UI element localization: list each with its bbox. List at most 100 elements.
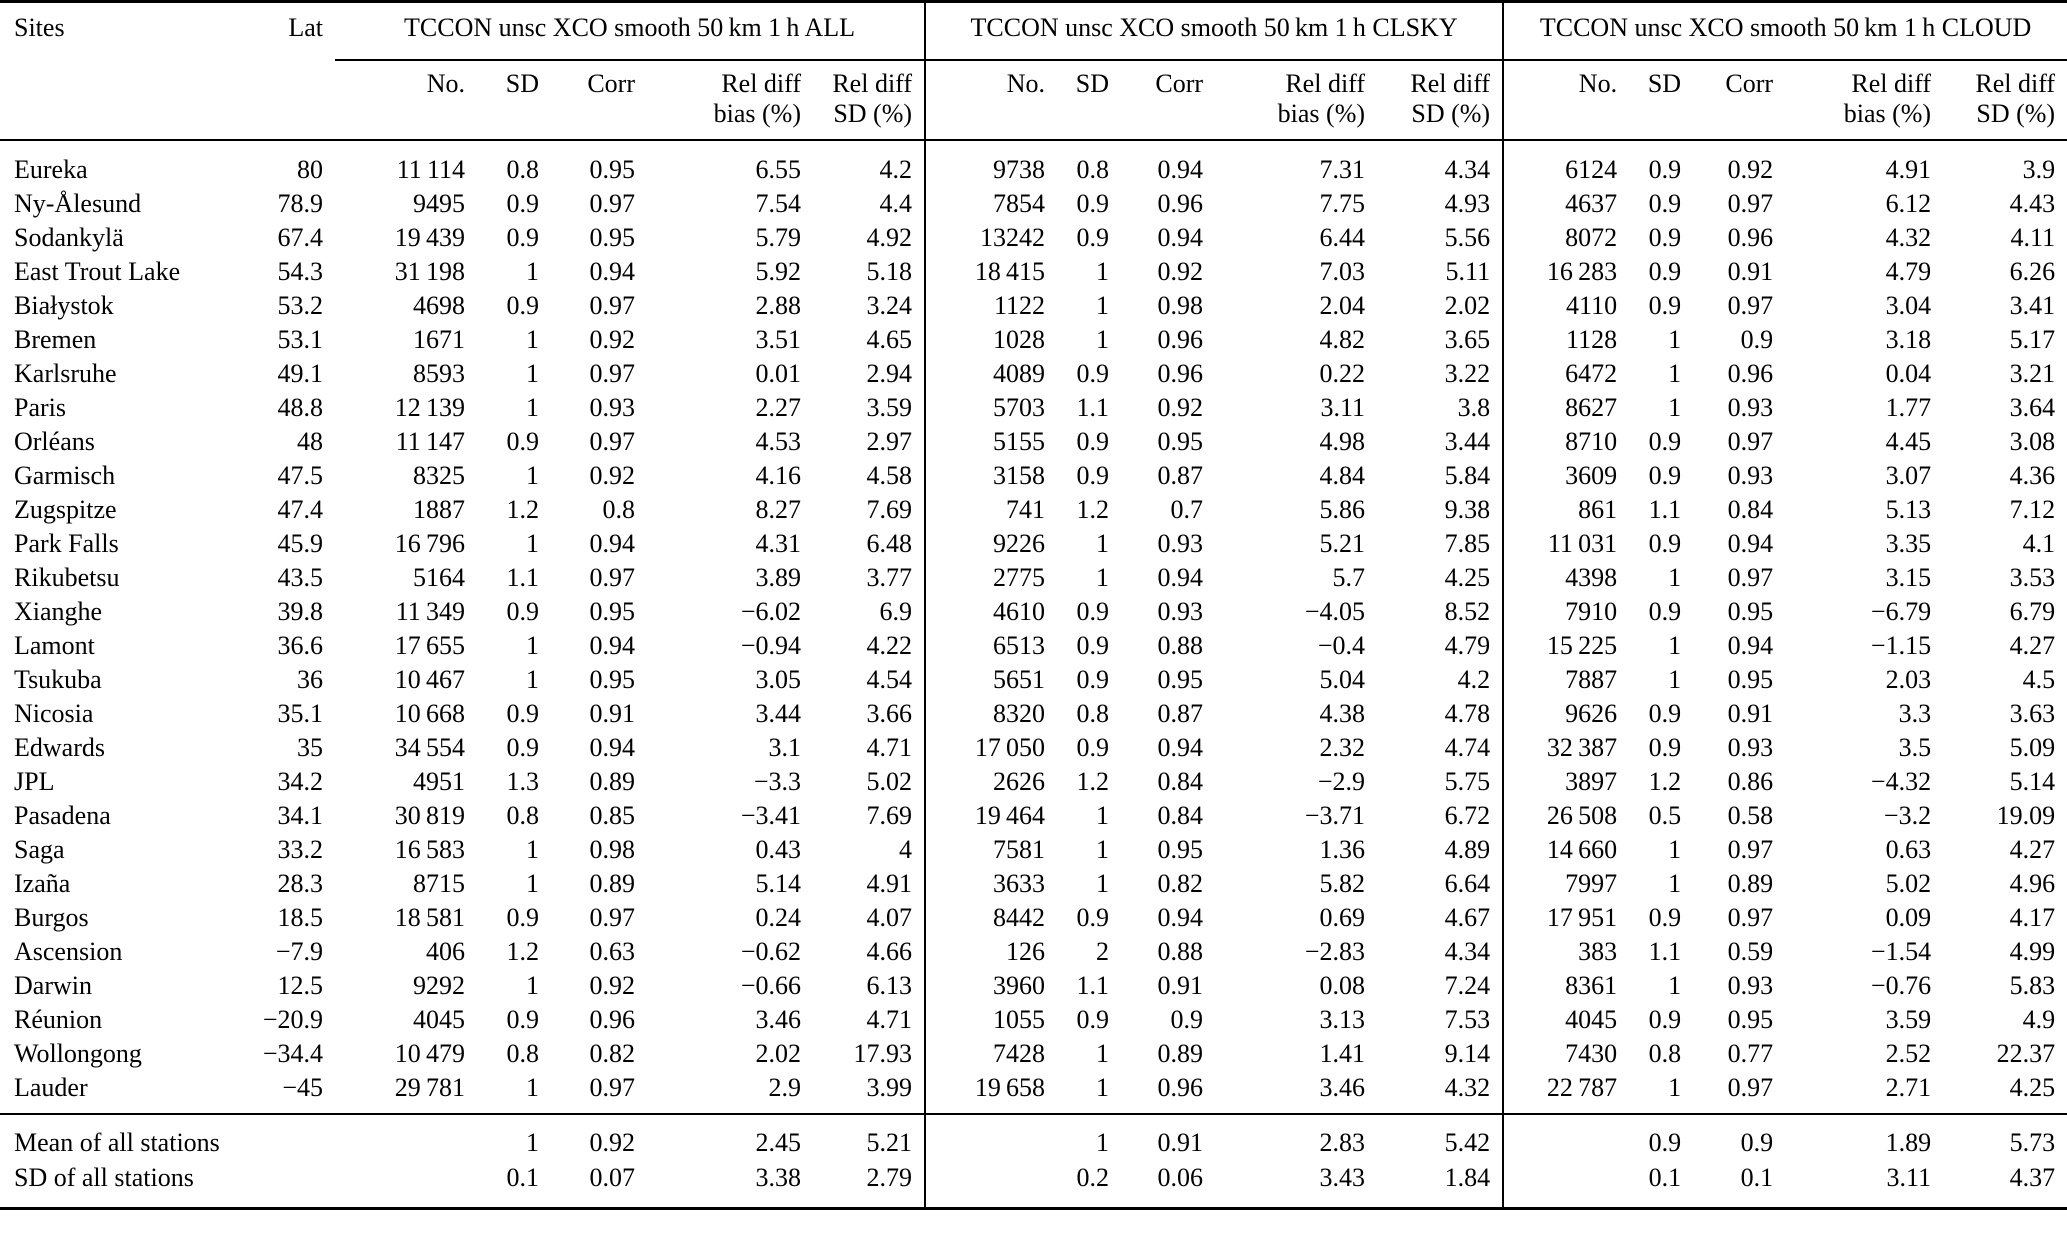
value-cell: 18 581 <box>394 903 465 932</box>
value-cell: 4.65 <box>866 325 913 354</box>
lat-cell: −45 <box>282 1073 323 1102</box>
value-cell: 6.79 <box>2009 597 2056 626</box>
value-cell: 5.92 <box>755 257 802 286</box>
value-cell: −0.76 <box>1870 971 1932 1000</box>
value-cell: 3.11 <box>1886 1163 1932 1192</box>
value-cell: 1 <box>1668 631 1682 660</box>
value-cell: 0.9 <box>1648 699 1682 728</box>
value-cell: 4.1 <box>2022 529 2056 558</box>
value-cell: 5155 <box>924 425 1058 459</box>
value-cell: −3.3 <box>753 767 801 796</box>
value-cell: 32 387 <box>1502 731 1630 765</box>
value-cell: 1671 <box>413 325 465 354</box>
value-cell: 3.24 <box>866 291 913 320</box>
value-cell: 0.9 <box>1076 1005 1110 1034</box>
value-cell: 0.92 <box>589 325 636 354</box>
value-cell: 1 <box>526 835 539 864</box>
value-cell: 0.95 <box>1727 665 1774 694</box>
value-cell: 1 <box>1668 325 1682 354</box>
site-cell: Saga <box>14 835 65 864</box>
value-cell: 0.8 <box>506 155 540 184</box>
value-cell: 1 <box>526 359 539 388</box>
value-cell: 6.44 <box>1319 223 1366 252</box>
value-cell: 0.92 <box>1157 393 1204 422</box>
value-cell: 0.1 <box>1648 1163 1682 1192</box>
value-cell: 0.96 <box>1157 1073 1204 1102</box>
value-cell: 3.21 <box>2009 359 2056 388</box>
value-cell: 6.64 <box>1444 869 1491 898</box>
value-cell: 4.91 <box>1885 155 1932 184</box>
value-cell: 9.14 <box>1444 1039 1491 1068</box>
value-cell: 17 655 <box>394 631 465 660</box>
value-cell: −2.83 <box>1304 937 1366 966</box>
value-cell: 2.45 <box>755 1128 802 1157</box>
value-cell: 0.43 <box>755 835 802 864</box>
value-cell: 4.5 <box>2022 665 2056 694</box>
value-cell: 0.95 <box>589 223 636 252</box>
value-cell: 0.97 <box>1727 291 1774 320</box>
value-cell: 0.92 <box>589 1128 636 1157</box>
sub-col-header: Rel diff SD (%) <box>1410 69 1491 128</box>
value-cell: 0.9 <box>1076 461 1110 490</box>
group-header-clsky: TCCON unsc XCO smooth 50 km 1 h CLSKY <box>924 1 1504 61</box>
value-cell: 3897 <box>1502 765 1630 799</box>
value-cell: 0.95 <box>1157 427 1204 456</box>
site-cell: Tsukuba <box>14 665 102 694</box>
site-cell: Ascension <box>14 937 123 966</box>
value-cell: 0.93 <box>1727 733 1774 762</box>
value-cell: 4.82 <box>1319 325 1366 354</box>
value-cell: 0.82 <box>589 1039 636 1068</box>
value-cell: 0.9 <box>1740 1128 1774 1157</box>
value-cell: 1.1 <box>1648 937 1682 966</box>
value-cell: 0.96 <box>1727 359 1774 388</box>
value-cell: 4.58 <box>866 461 913 490</box>
value-cell: −0.94 <box>740 631 801 660</box>
lat-cell: 53.2 <box>277 291 324 320</box>
value-cell: 0.86 <box>1727 767 1774 796</box>
value-cell: 9738 <box>924 140 1058 187</box>
value-cell: 0.92 <box>1157 257 1204 286</box>
value-cell: 3.35 <box>1885 529 1932 558</box>
value-cell: 4.92 <box>866 223 913 252</box>
value-cell: 0.24 <box>755 903 802 932</box>
value-cell: 4.16 <box>755 461 802 490</box>
lat-cell: 47.5 <box>277 461 324 490</box>
value-cell: 15 225 <box>1502 629 1630 663</box>
value-cell: 5.14 <box>2009 767 2056 796</box>
lat-cell: 78.9 <box>277 189 324 218</box>
value-cell: 0.9 <box>1076 189 1110 218</box>
value-cell <box>335 1160 477 1209</box>
value-cell: 0.9 <box>1648 1005 1682 1034</box>
value-cell: 0.9 <box>1740 325 1774 354</box>
value-cell: 4.79 <box>1885 257 1932 286</box>
value-cell: −0.66 <box>740 971 801 1000</box>
sub-col-header: SD <box>505 69 539 98</box>
value-cell: 6472 <box>1502 357 1630 391</box>
site-cell: Paris <box>14 393 66 422</box>
value-cell: 3.13 <box>1319 1005 1366 1034</box>
col-header-sites: Sites <box>14 13 65 42</box>
value-cell: 1 <box>1096 291 1110 320</box>
value-cell: 2.04 <box>1319 291 1366 320</box>
table-row: East Trout Lake 54.3 31 198 1 0.94 5.92 5.18 18… <box>0 255 2067 289</box>
value-cell: 5.75 <box>1444 767 1491 796</box>
value-cell: 0.88 <box>1157 631 1204 660</box>
table-row: Darwin 12.5 9292 1 0.92 −0.66 6.13 3960 1.1 0.91 0… <box>0 969 2067 1003</box>
table-row: Wollongong −34.4 10 479 0.8 0.82 2.02 17.93 742… <box>0 1037 2067 1071</box>
site-cell: Nicosia <box>14 699 94 728</box>
table-row: Izaña 28.3 8715 1 0.89 5.14 4.91 3633 1 0.82 5.82 6… <box>0 867 2067 901</box>
value-cell: 5.86 <box>1319 495 1366 524</box>
value-cell: 4.2 <box>879 155 913 184</box>
value-cell: 5.02 <box>866 767 913 796</box>
value-cell: 7.69 <box>866 495 913 524</box>
value-cell: 1 <box>526 257 539 286</box>
value-cell: 0.08 <box>1319 971 1366 1000</box>
value-cell: 0.94 <box>589 631 636 660</box>
value-cell: 0.95 <box>1157 665 1204 694</box>
value-cell: 1.2 <box>1076 767 1110 796</box>
value-cell: 406 <box>426 937 465 966</box>
value-cell: 22.37 <box>1996 1039 2056 1068</box>
value-cell: 0.94 <box>589 257 636 286</box>
value-cell: 2.94 <box>866 359 913 388</box>
lat-cell: 28.3 <box>277 869 324 898</box>
